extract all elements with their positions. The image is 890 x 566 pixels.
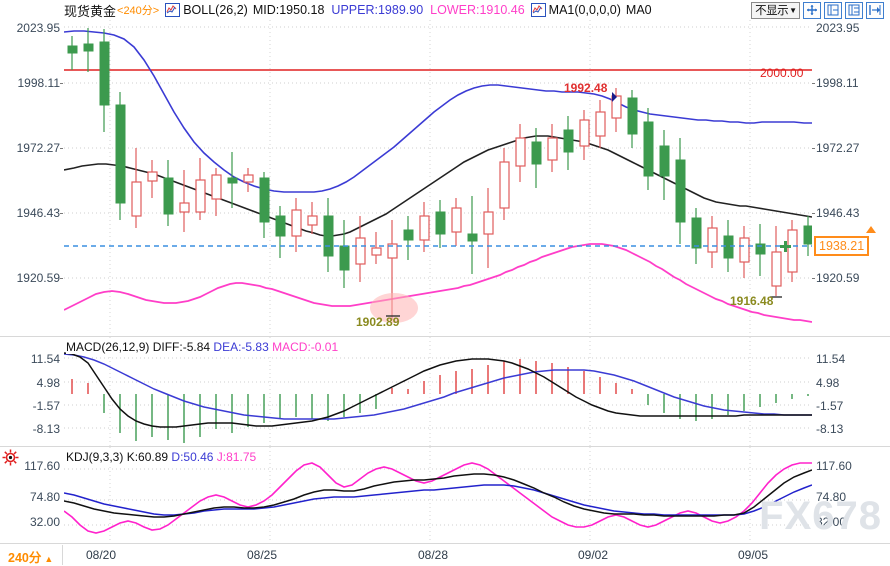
triangle-up-icon: ▲ <box>44 554 54 564</box>
date-label-4: 09/05 <box>738 548 769 562</box>
kdj-j-value: J:81.75 <box>216 450 257 464</box>
macd-header: MACD(26,12,9) DIFF:-5.84 DEA:-5.83 MACD:… <box>66 340 342 354</box>
macd-axis-label-left-3: -8.13 <box>32 422 60 436</box>
current-price-tag[interactable]: 1938.21 <box>814 236 870 256</box>
macd-axis-label-right-1: 4.98 <box>816 376 840 390</box>
recent-low-label: 1916.48 <box>730 294 774 308</box>
kdj-k-value: K:60.89 <box>126 450 169 464</box>
macd-macd-value: MACD:-0.01 <box>272 340 339 354</box>
price-axis-label-right-1: 1998.11 <box>816 76 859 90</box>
period-badge[interactable]: 240分 ▲ <box>8 547 53 566</box>
price-axis-label-right-0: 2023.95 <box>816 21 860 35</box>
panel-divider-macd <box>0 336 890 337</box>
price-axis-label-right-4: 1920.59 <box>816 271 860 285</box>
scroll-right-button[interactable] <box>866 1 884 19</box>
symbol-label: 现货黄金 <box>64 3 117 19</box>
line-chart-icon[interactable] <box>165 3 181 17</box>
price-axis-label-left-3: 1946.43 <box>16 206 60 220</box>
display-mode-select[interactable]: 不显示 ▼ <box>751 1 800 19</box>
macd-title: MACD(26,12,9) <box>66 340 150 354</box>
crosshair-tool-button[interactable] <box>803 1 821 19</box>
kdj-chart-svg <box>64 447 812 543</box>
watermark: FX678 <box>759 494 882 538</box>
panel-divider-kdj <box>0 446 890 447</box>
macd-chart-panel[interactable] <box>64 337 812 447</box>
macd-axis-label-right-3: -8.13 <box>816 422 844 436</box>
resistance-level-label: 2000.00 <box>760 66 804 80</box>
boll-lower-value: LOWER:1910.46 <box>430 3 525 17</box>
price-axis-label-left-2: 1972.27 <box>16 141 60 155</box>
price-chart-panel[interactable]: 2000.00 1992.48 1902.89 1916.48 <box>64 20 812 335</box>
date-label-1: 08/25 <box>247 548 278 562</box>
macd-axis-label-right-0: 11.54 <box>816 352 846 366</box>
boll-label: BOLL(26,2) <box>183 3 248 17</box>
kdj-axis-label-right-1: 74.80 <box>816 490 847 504</box>
kdj-title: KDJ(9,3,3) <box>66 450 124 464</box>
price-chart-svg <box>64 20 812 335</box>
date-label-3: 09/02 <box>578 548 609 562</box>
price-cross-marker <box>780 241 791 252</box>
date-label-0: 08/20 <box>86 548 117 562</box>
price-axis-label-right-2: 1972.27 <box>816 141 860 155</box>
swing-low-label: 1902.89 <box>356 315 400 329</box>
bottom-bar: 240分 ▲ 08/20 08/25 08/28 09/02 09/05 <box>0 543 890 566</box>
ma0-label: MA0 <box>625 3 652 17</box>
header-toolbar: 不显示 ▼ <box>751 1 884 19</box>
price-axis-label-left-4: 1920.59 <box>16 271 60 285</box>
swing-high-label: 1992.48 <box>564 81 608 95</box>
kdj-axis-label-left-0: 117.60 <box>24 459 60 473</box>
kdj-header: KDJ(9,3,3) K:60.89 D:50.46 J:81.75 <box>66 450 260 464</box>
display-mode-value: 不显示 <box>755 5 789 17</box>
ma-label: MA1(0,0,0,0) <box>548 3 621 17</box>
macd-diff-value: DIFF:-5.84 <box>152 340 211 354</box>
macd-axis-label-left-2: -1.57 <box>32 399 60 413</box>
macd-axis-label-left-0: 11.54 <box>30 352 60 366</box>
macd-axis-label-right-2: -1.57 <box>816 399 844 413</box>
boll-upper-value: UPPER:1989.90 <box>331 3 424 17</box>
kdj-axis-label-right-0: 117.60 <box>816 459 852 473</box>
date-label-2: 08/28 <box>418 548 449 562</box>
price-axis-label-right-3: 1946.43 <box>816 206 860 220</box>
ma-line-chart-icon[interactable] <box>530 3 546 17</box>
chevron-down-icon: ▼ <box>789 5 797 15</box>
macd-dea-value: DEA:-5.83 <box>213 340 269 354</box>
boll-mid-value: MID:1950.18 <box>252 3 325 17</box>
kdj-d-value: D:50.46 <box>171 450 214 464</box>
fit-vertical-button[interactable] <box>824 1 842 19</box>
kdj-chart-panel[interactable] <box>64 447 812 543</box>
alert-sun-icon[interactable] <box>2 449 19 466</box>
price-axis-label-left-1: 1998.11 <box>17 76 61 90</box>
price-arrow-up-icon <box>866 226 876 233</box>
macd-axis-label-left-1: 4.98 <box>36 376 60 390</box>
fit-horizontal-button[interactable] <box>845 1 863 19</box>
macd-chart-svg <box>64 337 812 447</box>
kdj-axis-label-left-1: 74.80 <box>29 490 60 504</box>
period-label: <240分> <box>117 5 160 17</box>
period-badge-label: 240分 <box>8 551 42 565</box>
bottom-bar-divider <box>62 545 63 565</box>
kdj-axis-label-left-2: 32.00 <box>29 515 60 529</box>
chart-header: 现货黄金 <240分> BOLL(26,2) MID:1950.18 UPPER… <box>0 0 890 20</box>
price-axis-label-left-0: 2023.95 <box>16 21 60 35</box>
low-highlight-marker <box>370 293 418 323</box>
kdj-axis-label-right-2: 32.00 <box>816 515 847 529</box>
